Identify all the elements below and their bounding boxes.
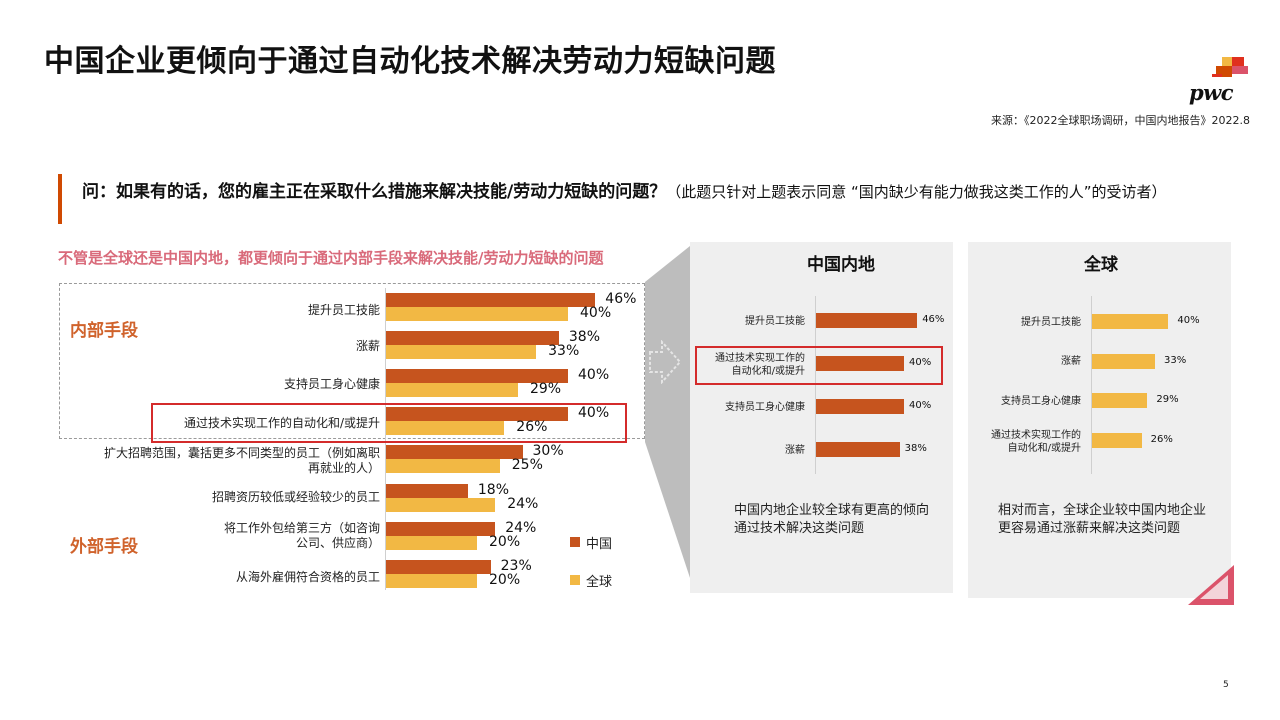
legend-swatch-china <box>570 537 580 547</box>
panel-category-label: 涨薪 <box>785 445 805 456</box>
panel-note-global: 相对而言，全球企业较中国内地企业更容易通过涨薪来解决这类问题 <box>998 503 1207 536</box>
panel-data-label: 40% <box>909 357 932 368</box>
chart-subheading: 不管是全球还是中国内地，都更倾向于通过内部手段来解决技能/劳动力短缺的问题 <box>58 249 604 267</box>
panel-bar-china <box>816 442 900 457</box>
panel-data-label: 26% <box>1150 434 1173 445</box>
data-label-global: 26% <box>516 419 548 435</box>
bar-global <box>386 459 500 473</box>
bar-china <box>386 407 568 421</box>
question-accent-bar <box>58 174 62 224</box>
logo-wordmark: pwc <box>1189 80 1234 105</box>
bar-global <box>386 536 477 550</box>
data-label-global: 20% <box>489 534 521 550</box>
data-label-china: 38% <box>568 329 601 345</box>
panel-category-label: 支持员工身心健康 <box>1001 396 1081 407</box>
bar-china <box>386 560 491 574</box>
category-label: 支持员工身心健康 <box>283 377 380 391</box>
category-label: 提升员工技能 <box>307 303 380 317</box>
data-label-china: 40% <box>578 405 610 421</box>
bar-china <box>386 522 496 536</box>
bar-china <box>386 484 468 498</box>
survey-question: 问：如果有的话，您的雇主正在采取什么措施来解决技能/劳动力短缺的问题？（此题只针… <box>82 181 1232 204</box>
bar-global <box>386 307 568 321</box>
highlight-box-china-automation <box>695 346 943 385</box>
data-label-china: 24% <box>505 520 537 536</box>
page-number: 5 <box>1223 680 1229 690</box>
source-note: 来源：《2022全球职场调研，中国内地报告》2022.8 <box>991 114 1250 127</box>
panel-note-china: 中国内地企业较全球有更高的倾向通过技术解决这类问题 <box>734 503 930 536</box>
category-label: 再就业的人） <box>307 461 380 475</box>
chevron-right-icon <box>649 340 682 384</box>
category-label: 将工作外包给第三方（如咨询 <box>223 521 380 535</box>
bar-global <box>386 383 518 397</box>
panel-data-label: 46% <box>922 314 945 325</box>
page-title: 中国企业更倾向于通过自动化技术解决劳动力短缺问题 <box>44 44 776 79</box>
panel-category-label: 提升员工技能 <box>745 316 805 327</box>
panel-data-label: 33% <box>1164 355 1187 366</box>
legend-label-global: 全球 <box>586 575 613 590</box>
data-label-global: 20% <box>489 572 521 588</box>
pwc-logo: pwc <box>1186 54 1250 105</box>
bar-china <box>386 293 596 307</box>
panel-bar-china <box>816 356 904 371</box>
category-label: 涨薪 <box>355 339 380 353</box>
panel-category-label: 自动化和/或提升 <box>1007 443 1081 454</box>
panel-data-label: 29% <box>1156 394 1179 405</box>
panel-title-china: 中国内地 <box>807 255 875 275</box>
panel-bar-china <box>816 313 918 328</box>
data-label-china: 23% <box>500 558 532 574</box>
panel-bar-global <box>1092 314 1169 329</box>
highlight-box-automation <box>151 403 627 443</box>
bar-china <box>386 445 523 459</box>
category-label: 扩大招聘范围，囊括更多不同类型的员工（例如离职 <box>103 446 380 460</box>
main-chart-axis <box>385 288 386 590</box>
data-label-global: 29% <box>529 381 562 397</box>
question-note: （此题只针对上题表示同意 “国内缺少有能力做我这类工作的人”的受访者） <box>666 183 1167 201</box>
panel-category-label: 通过技术实现工作的 <box>991 430 1081 441</box>
bar-china <box>386 369 568 383</box>
panel-data-label: 40% <box>909 400 932 411</box>
group-label-internal: 内部手段 <box>70 321 138 341</box>
global-ranking-panel: 全球 提升员工技能 涨薪 支持员工身心健康 通过技术实现工作的 自动化和/或提升… <box>968 242 1231 598</box>
china-ranking-panel: 中国内地 提升员工技能 通过技术实现工作的 自动化和/或提升 支持员工身心健康 … <box>690 242 953 593</box>
panel-axis <box>815 296 816 474</box>
legend-label-china: 中国 <box>586 537 613 552</box>
panel-category-label: 提升员工技能 <box>1021 317 1081 328</box>
corner-decoration <box>1188 565 1234 605</box>
bar-china <box>386 331 559 345</box>
data-label-china: 18% <box>477 482 510 498</box>
data-label-china: 46% <box>605 291 637 307</box>
panel-axis <box>1091 296 1092 474</box>
data-label-china: 30% <box>532 443 564 459</box>
panel-category-label: 自动化和/或提升 <box>731 366 805 377</box>
panel-category-label: 支持员工身心健康 <box>725 402 805 413</box>
panel-category-label: 通过技术实现工作的 <box>715 353 805 364</box>
category-label: 招聘资历较低或经验较少的员工 <box>211 490 380 504</box>
bar-global <box>386 498 496 512</box>
panel-data-label: 40% <box>1177 315 1200 326</box>
panel-bar-global <box>1092 433 1142 448</box>
category-label: 从海外雇佣符合资格的员工 <box>235 570 380 584</box>
panel-title-global: 全球 <box>1084 255 1118 275</box>
data-label-global: 33% <box>548 343 580 359</box>
zoom-connector-shape <box>645 242 695 593</box>
legend-swatch-global <box>570 575 580 585</box>
data-label-global: 25% <box>511 457 543 473</box>
question-text: 问：如果有的话，您的雇主正在采取什么措施来解决技能/劳动力短缺的问题？ <box>82 182 667 202</box>
bar-global <box>386 574 477 588</box>
bar-global <box>386 421 505 435</box>
panel-bar-global <box>1092 393 1148 408</box>
category-label: 公司、供应商） <box>295 536 380 550</box>
panel-bar-global <box>1092 354 1156 369</box>
data-label-china: 40% <box>578 367 610 383</box>
bar-global <box>386 345 537 359</box>
data-label-global: 40% <box>580 305 612 321</box>
data-label-global: 24% <box>507 496 539 512</box>
category-label: 通过技术实现工作的自动化和/或提升 <box>183 416 380 430</box>
group-label-external: 外部手段 <box>70 537 138 557</box>
panel-bar-china <box>816 399 904 414</box>
panel-data-label: 38% <box>904 443 927 454</box>
panel-category-label: 涨薪 <box>1061 356 1081 367</box>
internal-methods-frame <box>59 283 645 439</box>
